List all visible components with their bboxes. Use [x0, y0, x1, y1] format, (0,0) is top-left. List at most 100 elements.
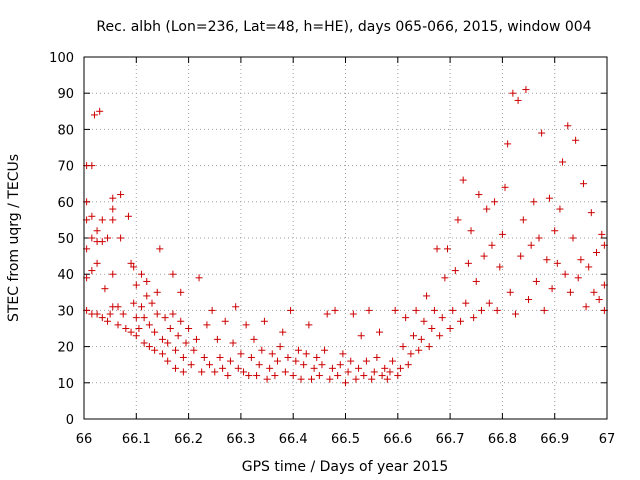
data-point [96, 107, 104, 115]
data-point [216, 353, 224, 361]
y-tick-label: 100 [49, 51, 74, 66]
data-point [266, 364, 274, 372]
data-point [279, 328, 287, 336]
data-point [166, 325, 174, 332]
data-point [271, 372, 279, 380]
data-point [221, 317, 229, 325]
data-point [226, 357, 234, 365]
data-point [232, 303, 240, 311]
data-point [496, 263, 504, 271]
data-point [331, 306, 339, 314]
data-point [483, 205, 491, 213]
data-point [519, 216, 527, 224]
data-point [598, 230, 606, 238]
data-point [475, 191, 483, 199]
data-point [409, 332, 417, 340]
y-tick-label: 60 [57, 196, 74, 211]
data-point [326, 375, 334, 383]
x-tick-label: 66.3 [226, 432, 255, 447]
data-point [153, 288, 161, 296]
data-point [407, 350, 415, 358]
data-point [391, 306, 399, 314]
data-point [417, 335, 425, 343]
data-point [190, 346, 198, 354]
data-point [143, 292, 151, 300]
data-point [365, 306, 373, 314]
data-point [545, 194, 553, 202]
data-point [378, 372, 386, 380]
y-tick-label: 80 [57, 123, 74, 138]
data-point [551, 227, 559, 235]
data-point [284, 353, 292, 361]
y-tick-labels: 0 10 20 30 40 50 60 70 80 90 100 [49, 51, 74, 428]
data-point [161, 314, 169, 322]
y-tick-label: 10 [57, 377, 74, 392]
grid-lines [84, 57, 607, 419]
data-point [127, 259, 135, 267]
data-point [114, 303, 122, 311]
data-point [90, 111, 98, 119]
data-point [564, 122, 572, 130]
data-point [124, 212, 132, 220]
data-point [430, 306, 438, 314]
data-point [104, 317, 112, 325]
y-tick-label: 50 [57, 232, 74, 247]
data-point [423, 292, 431, 300]
data-point [297, 375, 305, 383]
data-point [93, 310, 101, 318]
data-point [375, 328, 383, 336]
data-point [451, 267, 459, 275]
data-point [208, 306, 216, 314]
x-tick-label: 66 [76, 432, 93, 447]
data-point [556, 205, 564, 213]
x-tick-label: 66.2 [174, 432, 203, 447]
y-tick-label: 40 [57, 268, 74, 283]
data-point [313, 353, 321, 361]
y-tick-label: 90 [57, 87, 74, 102]
data-point [153, 310, 161, 318]
data-point [569, 234, 577, 242]
data-point [213, 335, 221, 343]
data-point [577, 256, 585, 264]
data-point [308, 375, 316, 383]
data-point [485, 299, 493, 307]
data-point [98, 216, 106, 224]
data-point [88, 234, 96, 242]
x-tick-label: 66.4 [279, 432, 308, 447]
data-point [98, 238, 106, 246]
data-point [117, 234, 125, 242]
data-point [143, 277, 151, 285]
data-point [117, 191, 125, 199]
data-point [253, 372, 261, 380]
data-point [590, 288, 598, 296]
data-point [101, 285, 109, 293]
data-point [93, 227, 101, 235]
data-point [339, 350, 347, 358]
data-point [237, 350, 245, 358]
y-tick-label: 20 [57, 341, 74, 356]
data-point [574, 274, 582, 282]
chart-title: Rec. albh (Lon=236, Lat=48, h=HE), days … [96, 19, 591, 35]
data-point [587, 209, 595, 217]
data-point [263, 375, 271, 383]
data-point [224, 372, 232, 380]
data-point [98, 314, 106, 322]
data-point [360, 372, 368, 380]
x-tick-label: 66.9 [540, 432, 569, 447]
data-point [164, 339, 172, 347]
data-point [140, 314, 148, 322]
y-tick-label: 70 [57, 160, 74, 175]
data-point [242, 321, 250, 329]
data-point [177, 317, 185, 325]
data-point [522, 86, 530, 94]
data-point [145, 321, 153, 329]
data-point [229, 339, 237, 347]
data-point [514, 96, 522, 104]
data-point [119, 310, 127, 318]
data-point [373, 353, 381, 361]
data-point [579, 180, 587, 188]
data-point [404, 361, 412, 369]
data-point [538, 129, 546, 137]
data-point [472, 277, 480, 285]
